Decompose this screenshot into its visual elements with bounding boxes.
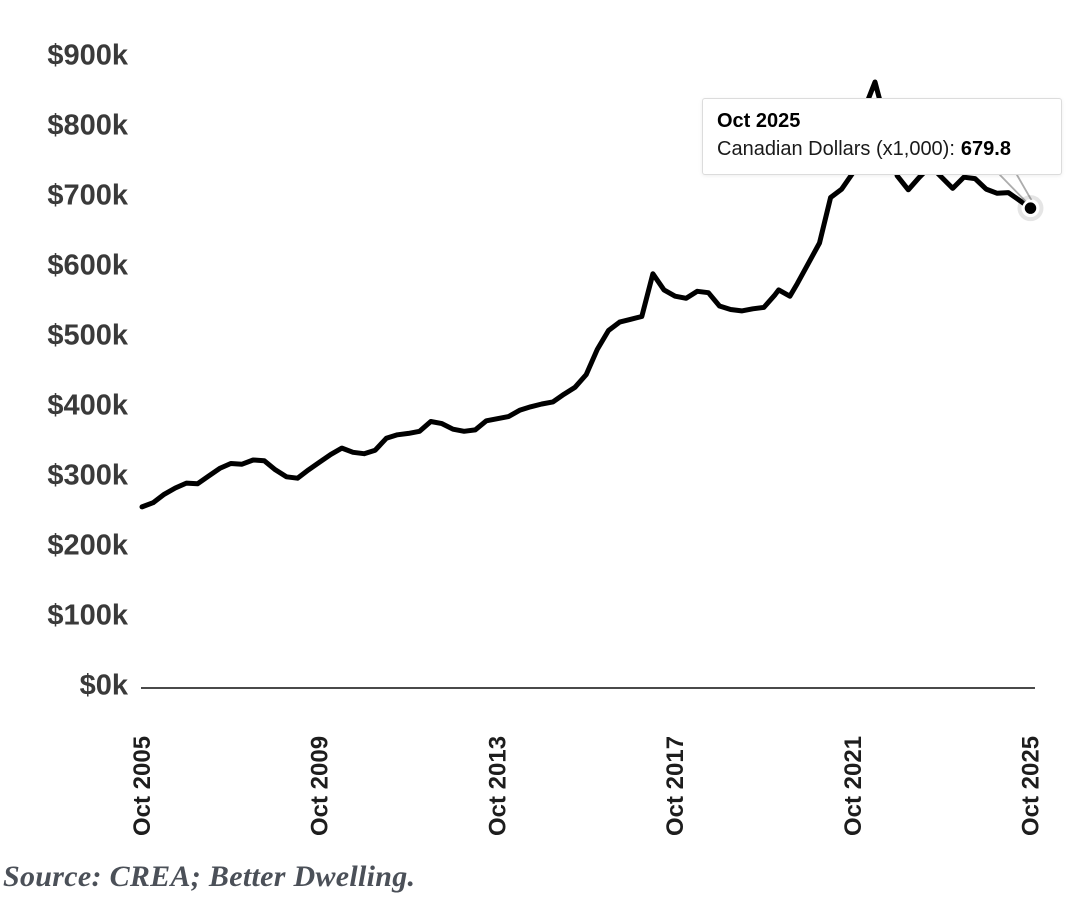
x-tick-label: Oct 2017 — [662, 736, 689, 836]
tooltip-row: Canadian Dollars (x1,000): 679.8 — [717, 135, 1047, 164]
tooltip-date: Oct 2025 — [717, 110, 801, 132]
highlight-marker[interactable] — [1022, 199, 1039, 217]
tooltip-callout-line — [999, 174, 1028, 204]
x-tick-label: Oct 2005 — [129, 736, 156, 836]
y-tick-label: $0k — [80, 670, 129, 702]
y-tick-label: $900k — [47, 40, 129, 72]
x-tick-label: Oct 2021 — [840, 736, 867, 836]
highlight-marker-halo — [1017, 195, 1044, 222]
y-tick-label: $300k — [47, 460, 129, 492]
y-tick-label: $200k — [47, 530, 129, 562]
x-tick-label: Oct 2025 — [1017, 736, 1044, 836]
source-note: Source: CREA; Better Dwelling. — [3, 860, 416, 893]
y-tick-label: $800k — [47, 110, 129, 142]
tooltip-series-label: Canadian Dollars (x1,000): — [717, 138, 955, 160]
x-tick-label: Oct 2013 — [484, 736, 511, 836]
y-tick-label: $400k — [47, 390, 129, 422]
y-tick-label: $100k — [47, 600, 129, 632]
chart-tooltip: Oct 2025 Canadian Dollars (x1,000): 679.8 — [702, 98, 1062, 175]
x-tick-label: Oct 2009 — [307, 736, 334, 836]
tooltip-value: 679.8 — [960, 138, 1011, 160]
y-tick-label: $600k — [47, 250, 129, 282]
y-tick-label: $500k — [47, 320, 129, 352]
y-tick-label: $700k — [47, 180, 129, 212]
tooltip-callout-line — [1016, 174, 1033, 202]
